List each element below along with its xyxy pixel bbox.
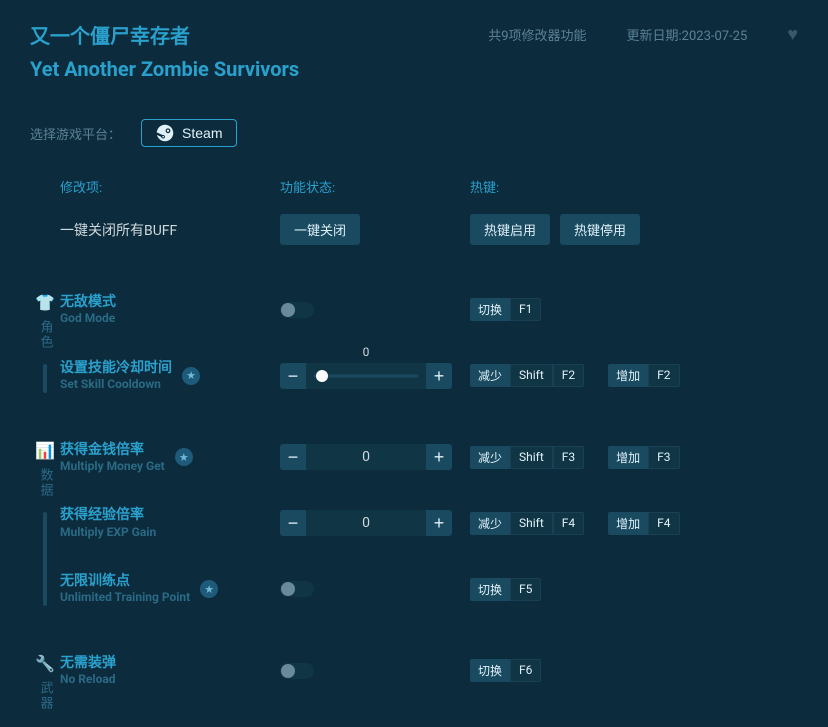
dec-exp-mult[interactable]: − [280,510,306,536]
section-data: 📊数据获得金钱倍率Multiply Money Get★−0+减少ShiftF3… [30,441,798,606]
mod-name-cn: 设置技能冷却时间 [60,359,172,377]
mod-row-money-mult: 获得金钱倍率Multiply Money Get★−0+减少ShiftF3增加F… [60,441,798,475]
mod-name-cn: 获得经验倍率 [60,506,156,524]
toggle-train-pts[interactable] [280,581,314,597]
hotkey-group: 减少ShiftF2增加F2 [470,364,680,387]
mod-row-train-pts: 无限训练点Unlimited Training Point ★ 切换F5 [60,572,798,606]
slider-skill-cd[interactable]: 0 [306,363,426,389]
hotkey-action-inc: 增加 [608,364,648,387]
col-header-mod: 修改项: [60,177,280,196]
star-icon: ★ [182,367,200,385]
close-all-button[interactable]: 一键关闭 [280,214,360,245]
section-icon: 🔧 [35,654,55,673]
star-icon: ★ [200,580,218,598]
hotkey-group: 切换F6 [470,659,541,682]
page-title-en: Yet Another Zombie Survivors [30,57,798,81]
hotkey-enable-button[interactable]: 热键启用 [470,214,550,245]
hotkey-key: F3 [648,446,679,469]
mod-row-skill-cd: 设置技能冷却时间Set Skill Cooldown★−0+减少ShiftF2增… [60,359,798,393]
toggle-god-mode[interactable] [280,302,314,318]
hotkey-mod-shift: Shift [510,446,553,469]
dec-skill-cd[interactable]: − [280,363,306,389]
hotkey-action-dec: 减少 [470,512,510,535]
hotkey-group: 减少ShiftF3增加F3 [470,446,680,469]
section-label: 数据 [36,468,55,498]
hotkey-action-toggle: 切换 [470,659,510,682]
hotkey-mod-shift: Shift [510,512,553,535]
section-icon: 📊 [35,441,55,460]
mod-name-cn: 获得金钱倍率 [60,441,165,459]
update-date: 更新日期:2023-07-25 [627,25,748,44]
mod-name-en: Unlimited Training Point [60,590,190,606]
hotkey-action-dec: 减少 [470,446,510,469]
section-role: 👕 角色无敌模式God Mode 切换F1 设置技能冷却时间Set Skill Coo… [30,293,798,393]
hotkey-action-toggle: 切换 [470,578,510,601]
hotkey-key: F6 [510,659,541,682]
mod-name-en: No Reload [60,672,116,688]
hotkey-group: 切换F1 [470,298,541,321]
col-header-state: 功能状态: [280,177,470,196]
hotkey-key: F2 [648,364,679,387]
section-label: 武器 [36,681,55,711]
mod-row-god-mode: 无敌模式God Mode 切换F1 [60,293,798,327]
hotkey-key: F4 [553,512,584,535]
mod-name-cn: 无限训练点 [60,572,190,590]
slider-value: 0 [363,345,370,359]
dec-money-mult[interactable]: − [280,444,306,470]
mod-row-no-reload: 无需装弹No Reload 切换F6 [60,654,798,688]
star-icon: ★ [175,448,193,466]
hotkey-group: 减少ShiftF4增加F4 [470,512,680,535]
platform-label: 选择游戏平台： [30,124,121,143]
hotkey-key: F4 [648,512,679,535]
hotkey-action-inc: 增加 [608,512,648,535]
inc-skill-cd[interactable]: + [426,363,452,389]
mod-name-en: Multiply Money Get [60,459,165,475]
inc-exp-mult[interactable]: + [426,510,452,536]
hotkey-group: 切换F5 [470,578,541,601]
toggle-no-reload[interactable] [280,663,314,679]
hotkey-key: F5 [510,578,541,601]
mod-name-cn: 无敌模式 [60,293,116,311]
section-divider [43,364,47,393]
hotkey-action-toggle: 切换 [470,298,510,321]
hotkey-key: F2 [553,364,584,387]
mod-name-en: Set Skill Cooldown [60,377,172,393]
mod-name-en: God Mode [60,311,116,327]
mod-count: 共9项修改器功能 [488,25,586,44]
platform-steam-button[interactable]: Steam [141,119,237,147]
hotkey-key: F1 [510,298,541,321]
page-title-cn: 又一个僵尸幸存者 [30,20,190,49]
hotkey-action-dec: 减少 [470,364,510,387]
platform-button-label: Steam [182,125,222,141]
mod-name-cn: 无需装弹 [60,654,116,672]
steam-icon [156,124,174,142]
hotkey-action-inc: 增加 [608,446,648,469]
section-label: 角色 [36,320,55,350]
section-divider [43,512,47,606]
inc-money-mult[interactable]: + [426,444,452,470]
value-money-mult[interactable]: 0 [306,444,426,470]
section-weapon: 🔧 武器无需装弹No Reload 切换F6 [30,654,798,725]
section-icon: 👕 [35,293,55,312]
hotkey-mod-shift: Shift [510,364,553,387]
mod-row-exp-mult: 获得经验倍率Multiply EXP Gain−0+减少ShiftF4增加F4 [60,506,798,540]
close-all-label: 一键关闭所有BUFF [60,220,280,240]
heart-icon[interactable]: ♥ [787,24,798,45]
value-exp-mult[interactable]: 0 [306,510,426,536]
col-header-hotkey: 热键: [470,177,499,196]
mod-name-en: Multiply EXP Gain [60,525,156,541]
hotkey-disable-button[interactable]: 热键停用 [560,214,640,245]
hotkey-key: F3 [553,446,584,469]
